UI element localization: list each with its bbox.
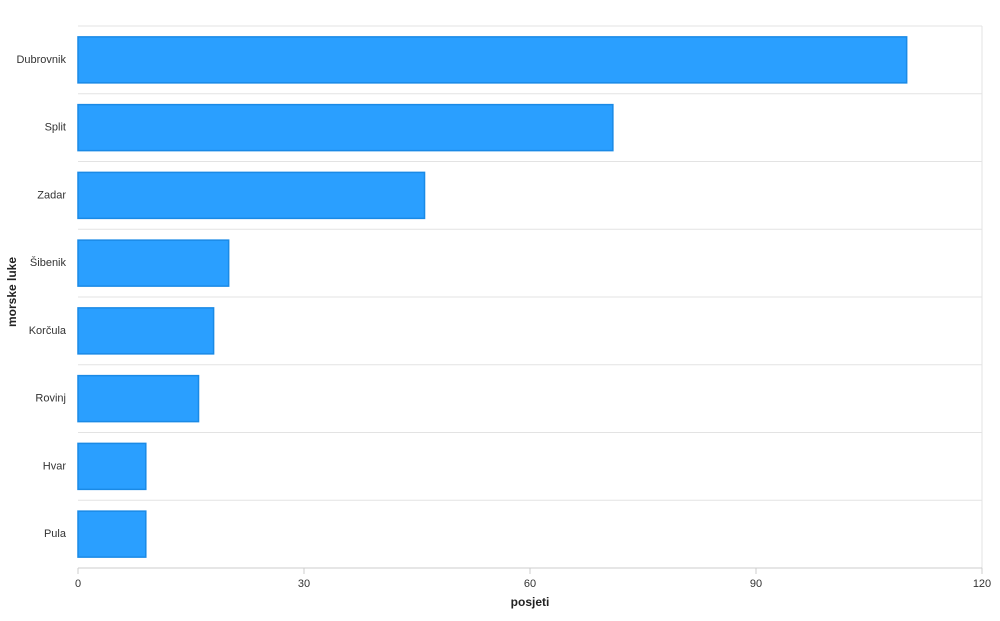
x-tick-label: 120 [973,578,991,590]
x-tick-label: 60 [524,578,536,590]
y-tick-label: Zadar [37,189,66,201]
x-tick-label: 30 [298,578,310,590]
bar [77,442,147,491]
bar [77,510,147,558]
bar [77,374,200,423]
x-tick-label: 90 [750,578,762,590]
bar [77,36,908,84]
bar [77,103,614,152]
y-axis-title: morske luke [5,257,19,327]
y-tick-label: Hvar [43,460,67,472]
y-tick-label: Pula [44,528,67,540]
y-tick-label: Split [45,122,66,134]
bar [77,171,426,220]
x-tick-label: 0 [75,578,81,590]
y-tick-label: Šibenik [30,256,67,269]
y-tick-label: Dubrovnik [16,54,66,66]
bar [77,239,230,287]
y-tick-label: Rovinj [35,393,66,405]
y-tick-label: Korčula [29,325,67,337]
x-axis-title: posjeti [511,595,550,609]
bar [77,307,215,355]
